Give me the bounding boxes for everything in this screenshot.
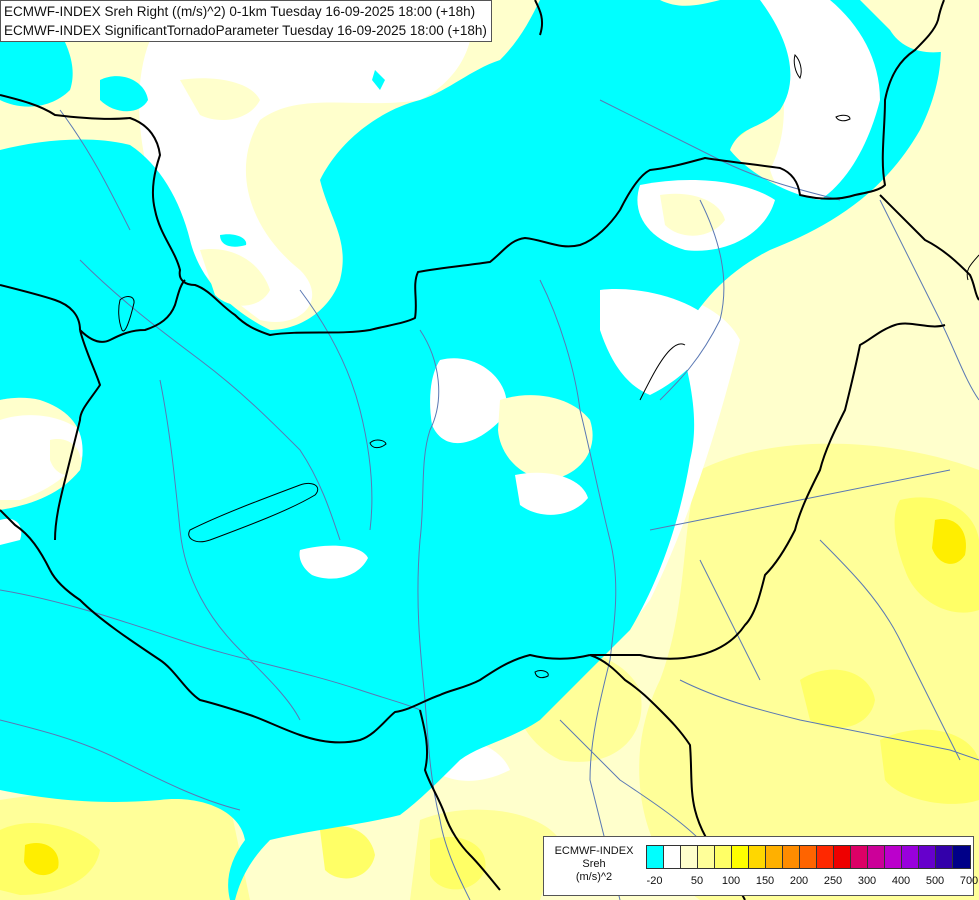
legend-swatch — [749, 846, 766, 868]
map-title-box: ECMWF-INDEX Sreh Right ((m/s)^2) 0-1km T… — [0, 0, 492, 42]
legend-tick-label: 700 — [959, 875, 979, 887]
legend-swatch — [834, 846, 851, 868]
legend-swatch — [902, 846, 919, 868]
legend-swatch — [766, 846, 783, 868]
legend-color-bar — [646, 845, 971, 869]
map-title-line-1: ECMWF-INDEX Sreh Right ((m/s)^2) 0-1km T… — [4, 4, 476, 19]
legend-swatch — [732, 846, 749, 868]
legend-title-line-2: Sreh — [582, 858, 606, 870]
legend-swatch — [698, 846, 715, 868]
legend-swatch — [885, 846, 902, 868]
legend-tick-label: 500 — [925, 875, 945, 887]
legend-swatch — [800, 846, 817, 868]
legend-swatch — [817, 846, 834, 868]
legend-title: ECMWF-INDEX Sreh (m/s)^2 — [548, 845, 640, 884]
legend-swatch — [953, 846, 970, 868]
legend-swatch — [681, 846, 698, 868]
legend-tick-label: 400 — [891, 875, 911, 887]
legend-tick-label: 300 — [857, 875, 877, 887]
legend-tick-label: 50 — [690, 875, 704, 887]
legend-swatch — [868, 846, 885, 868]
legend-tick-label: 200 — [789, 875, 809, 887]
legend-swatch — [851, 846, 868, 868]
legend-tick-label: 100 — [721, 875, 741, 887]
lakes — [118, 54, 851, 679]
legend-tick-label: -20 — [646, 875, 663, 887]
legend-swatch — [715, 846, 732, 868]
legend-swatch — [664, 846, 681, 868]
color-legend: ECMWF-INDEX Sreh (m/s)^2 -20 50 100 150 200 2… — [543, 836, 979, 896]
minor-borders — [639, 254, 979, 401]
islands-over-cyan — [0, 25, 775, 579]
legend-tick-label: 250 — [823, 875, 843, 887]
legend-tick-labels: -20 50 100 150 200 250 300 400 500 700 — [646, 875, 979, 889]
rivers — [0, 99, 979, 900]
map-title-line-2: ECMWF-INDEX SignificantTornadoParameter … — [4, 23, 487, 38]
legend-swatch — [647, 846, 664, 868]
legend-swatch — [919, 846, 936, 868]
legend-swatch — [783, 846, 800, 868]
legend-title-line-3: (m/s)^2 — [575, 871, 613, 883]
legend-swatch — [936, 846, 953, 868]
legend-title-line-1: ECMWF-INDEX — [554, 845, 634, 857]
yellow-peaks — [24, 519, 966, 876]
legend-tick-label: 150 — [755, 875, 775, 887]
